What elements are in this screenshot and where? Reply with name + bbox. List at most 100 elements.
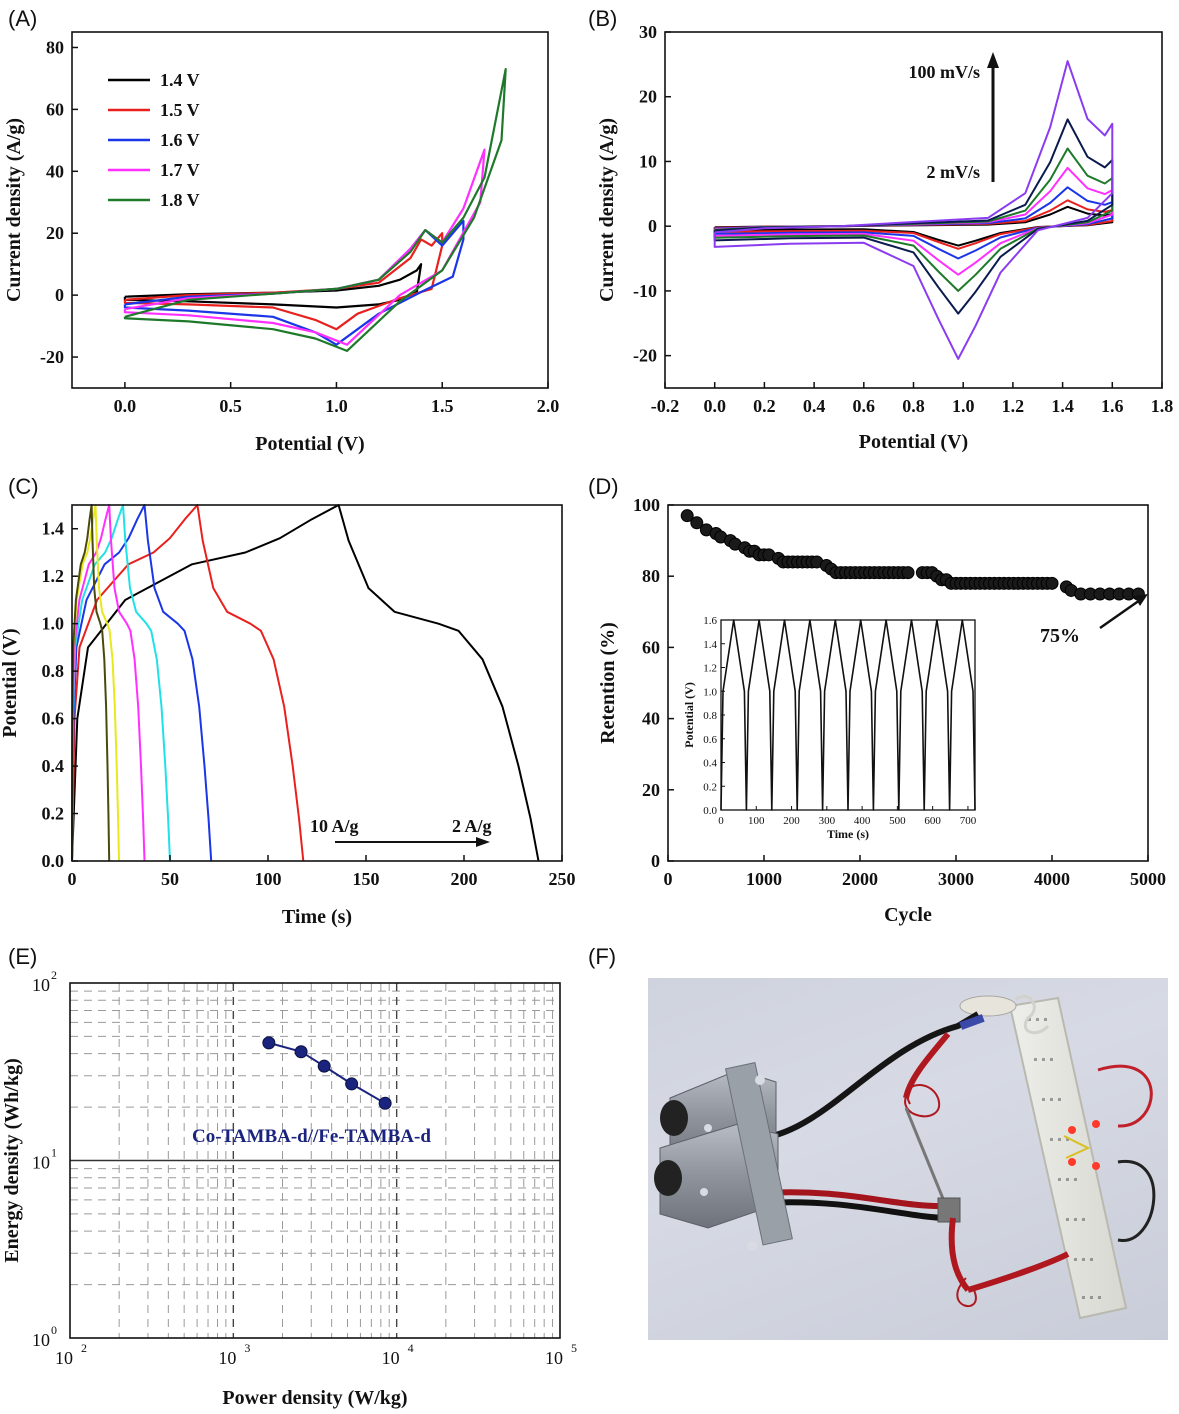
chart-b-annotation-top: 100 mV/s [909,62,981,82]
chart-c-ylabel: Potential (V) [0,628,21,737]
chart-c-xlabel: Time (s) [282,906,352,928]
chart-b-xlabel: Potential (V) [859,431,968,453]
chart-b-ylabel: Current density (A/g) [596,118,618,302]
chart-b-xtick-label: 0.2 [753,396,776,416]
chart-d-axes [667,504,1149,862]
chart-d-point [690,516,704,530]
chart-e-ylabel: Energy density (Wh/kg) [1,1058,23,1262]
chart-c-ytick-label: 0.6 [42,709,65,729]
chart-e-ytick-label: 10 [32,1330,50,1350]
chart-c-series-line [71,504,146,862]
chart-a-xtick-label: 1.5 [431,396,454,416]
chart-d-inset-ytick-label: 0.4 [703,758,717,770]
chart-b-arrow-head [987,52,999,68]
chart-b-xtick-label: 1.0 [952,396,975,416]
chart-c-xtick-label: 200 [451,869,478,889]
chart-b-ytick-label: -10 [633,281,657,301]
chart-d-inset-xtick-label: 400 [854,815,871,827]
chart-d-inset-xtick-label: 600 [924,815,941,827]
panel-label-f: (F) [588,944,617,969]
chart-b-xtick-label: -0.2 [651,396,680,416]
chart-b-xtick-label: 0.4 [803,396,826,416]
chart-d-inset-ytick-label: 1.4 [703,639,717,651]
chart-c-ytick-label: 0.2 [42,804,65,824]
chart-e-point [345,1077,359,1091]
chart-a-xtick-label: 0.0 [114,396,137,416]
chart-d-xtick-label: 4000 [1034,869,1070,889]
chart-a-legend-label: 1.5 V [160,100,200,120]
chart-d-inset-ytick-label: 1.0 [703,686,717,698]
chart-a-legend-label: 1.6 V [160,130,200,150]
chart-e-xtick-exponent: 4 [408,1341,414,1355]
chart-c-xtick-label: 150 [353,869,380,889]
chart-b-ytick-label: 10 [639,151,657,171]
chart-c-ytick-label: 0.4 [42,756,65,776]
chart-c-ytick-label: 1.0 [42,614,65,634]
chart-e-point [317,1059,331,1073]
chart-c-series-line [71,504,213,862]
chart-d-annotation: 75% [1040,625,1080,647]
chart-e-xlabel: Power density (W/kg) [222,1387,407,1409]
chart-a-series-line [123,67,507,352]
chart-d-xtick-label: 0 [664,869,673,889]
chart-d-inset-ytick-label: 0.2 [703,781,717,793]
chart-b-xtick-label: 1.6 [1101,396,1124,416]
chart-c-ytick-label: 1.4 [42,519,65,539]
chart-d-ytick-label: 60 [642,637,660,657]
chart-c-series-line [71,504,111,862]
chart-c-axes [71,504,563,862]
chart-d-point [901,566,915,580]
chart-e-point [294,1045,308,1059]
chart-d-inset-xtick-label: 500 [889,815,906,827]
chart-b-ytick-label: -20 [633,346,657,366]
chart-b-annotation-bottom: 2 mV/s [927,162,981,182]
chart-d-inset-xtick-label: 200 [783,815,800,827]
chart-d-inset-ylabel: Potential (V) [682,682,696,748]
chart-e-ytick-exponent: 1 [51,1146,57,1160]
chart-d-ytick-label: 80 [642,566,660,586]
chart-d-inset-ytick-label: 0.8 [703,710,717,722]
chart-d-ytick-label: 100 [633,495,660,515]
chart-e-point [378,1096,392,1110]
chart-d-inset-line [720,619,976,811]
chart-a-legend-label: 1.4 V [160,70,200,90]
chart-a-ytick-label: 40 [46,161,64,181]
chart-d-inset-xtick-label: 0 [718,815,724,827]
chart-a-ytick-label: 60 [46,99,64,119]
chart-a-series-line [123,219,465,346]
chart-d-inset-ytick-label: 1.6 [703,615,717,627]
chart-b-xtick-label: 1.2 [1002,396,1025,416]
chart-e-xtick-label: 10 [382,1348,400,1368]
chart-e-ytick-label: 10 [32,975,50,995]
chart-e-ytick-label: 10 [32,1153,50,1173]
chart-d-inset-ytick-label: 0.6 [703,734,717,746]
chart-a-xtick-label: 2.0 [537,396,560,416]
chart-c-annotation-right: 2 A/g [452,816,492,836]
chart-c-xtick-label: 0 [68,869,77,889]
chart-d-inset-xlabel: Time (s) [827,827,869,841]
chart-a-xtick-label: 1.0 [325,396,348,416]
chart-e-xtick-exponent: 5 [571,1341,577,1355]
chart-c-series-line [71,504,305,862]
panel-label-d: (D) [588,474,619,499]
chart-c-annotation-left: 10 A/g [310,816,359,836]
chart-c-ytick-label: 0.0 [42,851,65,871]
chart-e-xtick-label: 10 [545,1348,563,1368]
chart-d-inset-ytick-label: 1.2 [703,663,717,675]
chart-b-xtick-label: 1.8 [1151,396,1174,416]
chart-d-arrow-line [1099,598,1141,630]
chart-c-xtick-label: 50 [161,869,179,889]
panel-label-c: (C) [8,474,39,499]
chart-d-xtick-label: 1000 [746,869,782,889]
chart-c-xtick-label: 100 [255,869,282,889]
chart-a-legend-label: 1.8 V [160,190,200,210]
chart-c-ytick-label: 0.8 [42,661,65,681]
chart-c-series-line [71,504,171,862]
chart-e-xtick-exponent: 2 [81,1341,87,1355]
chart-a-xlabel: Potential (V) [255,433,364,455]
device-photo [648,978,1168,1340]
chart-c-arrow-head [476,837,490,847]
chart-d-xtick-label: 3000 [938,869,974,889]
chart-e-xtick-label: 10 [218,1348,236,1368]
